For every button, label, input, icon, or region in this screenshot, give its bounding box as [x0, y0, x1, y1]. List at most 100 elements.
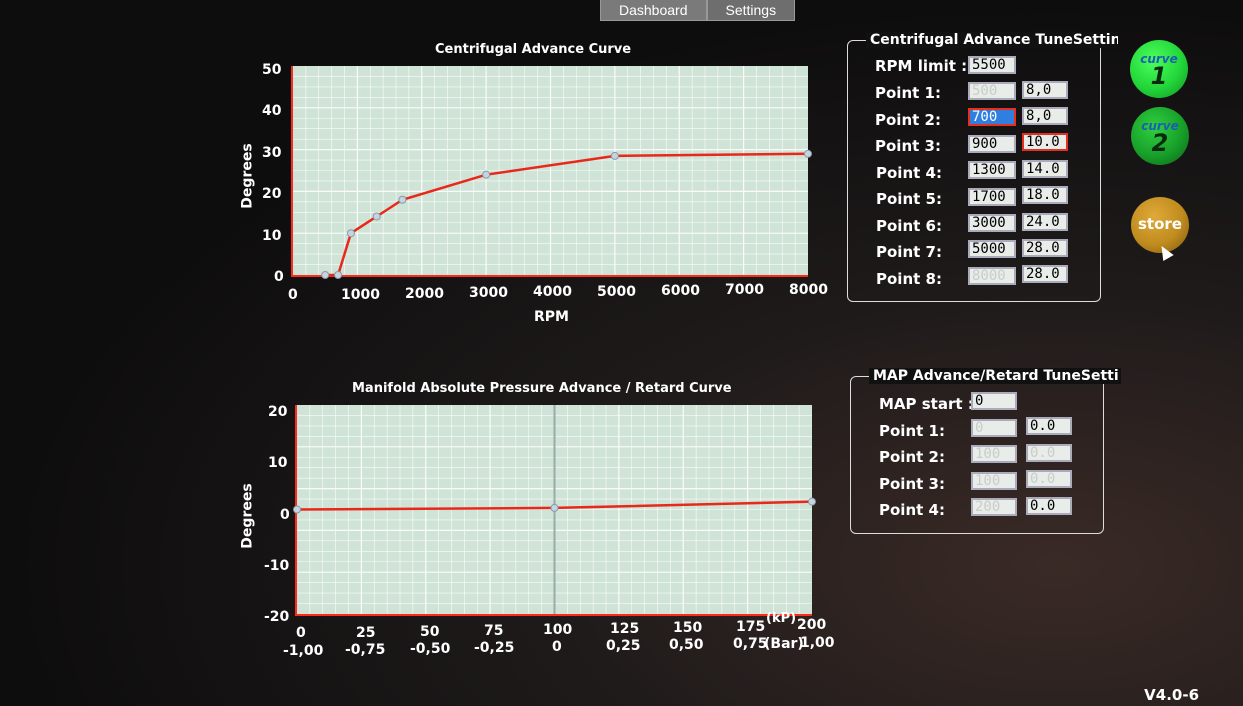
point-deg-field[interactable]: 28.0	[1022, 265, 1068, 283]
map-start-label: MAP start :	[879, 395, 974, 413]
point-rpm-field[interactable]: 8000	[968, 267, 1016, 285]
point-deg-field[interactable]: 0.0	[1026, 417, 1072, 435]
store-button[interactable]: store	[1131, 197, 1189, 253]
y-tick: 20	[262, 186, 282, 202]
x-unit-kp: (kP)	[766, 611, 797, 626]
map-start-field[interactable]: 0	[971, 392, 1017, 410]
x-tick-kp: 25	[356, 625, 376, 641]
x-tick-bar: 0,50	[669, 637, 704, 653]
x-unit-bar: (Bar)	[764, 636, 804, 652]
centrifugal-panel-title: Centrifugal Advance TuneSettin	[866, 32, 1118, 48]
x-tick: 3000	[469, 285, 508, 301]
x-tick: 5000	[597, 284, 636, 300]
y-tick: 30	[262, 145, 282, 161]
y-tick: 0	[274, 269, 284, 285]
point-rpm-field[interactable]: 1700	[968, 188, 1016, 206]
point-deg-field[interactable]: 24.0	[1022, 213, 1068, 231]
x-tick: 2000	[405, 286, 444, 302]
point-rpm-field[interactable]: 900	[968, 135, 1016, 153]
tab-dashboard[interactable]: Dashboard	[600, 0, 707, 21]
point-deg-field[interactable]: 0.0	[1026, 470, 1072, 488]
tab-bar: Dashboard Settings	[600, 0, 796, 21]
point-kp-field[interactable]: 100	[971, 445, 1017, 463]
rpm-limit-label: RPM limit :	[875, 57, 968, 75]
grid	[293, 66, 808, 275]
curve-1-button[interactable]: curve 1	[1130, 40, 1188, 98]
point-kp-field[interactable]: 0	[971, 419, 1017, 437]
map-ylabel: Degrees	[239, 483, 256, 549]
point-rpm-field[interactable]: 5000	[968, 240, 1016, 258]
x-tick-kp: 125	[610, 621, 640, 637]
y-tick: -10	[264, 558, 290, 574]
point-deg-field[interactable]: 14.0	[1022, 160, 1068, 178]
point-label: Point 5:	[876, 190, 942, 208]
curve-2-small-label: curve	[1141, 119, 1179, 133]
map-chart-svg	[293, 405, 816, 614]
data-point	[482, 170, 491, 179]
map-tune-panel: MAP Advance/Retard TuneSetti	[850, 368, 1121, 534]
map-plot-area[interactable]	[293, 405, 816, 616]
x-tick-bar: 0	[552, 639, 562, 655]
y-tick: 40	[262, 103, 282, 119]
x-tick-bar: -1,00	[283, 643, 324, 659]
point-rpm-field[interactable]: 500	[968, 82, 1016, 100]
map-chart-title: Manifold Absolute Pressure Advance / Ret…	[352, 381, 732, 396]
x-tick-bar: 0,75	[733, 636, 768, 652]
x-tick-kp: 75	[484, 623, 504, 639]
centrifugal-chart-svg	[293, 66, 812, 279]
x-tick-kp: 200	[797, 617, 827, 633]
data-point	[321, 271, 330, 279]
point-deg-field[interactable]: 0.0	[1026, 497, 1072, 515]
data-point	[334, 271, 343, 279]
store-label: store	[1138, 215, 1182, 233]
point-label: Point 4:	[876, 164, 942, 182]
point-rpm-field[interactable]: 1300	[968, 161, 1016, 179]
point-rpm-field[interactable]: 3000	[968, 214, 1016, 232]
x-tick: 0	[288, 287, 298, 303]
x-tick: 6000	[661, 283, 700, 299]
centrifugal-plot-area[interactable]	[291, 66, 812, 279]
x-tick-kp: 0	[296, 625, 306, 641]
x-tick-bar: 0,25	[606, 638, 641, 654]
data-point	[804, 149, 812, 158]
point-deg-field[interactable]: 8,0	[1022, 107, 1068, 125]
curve-1-small-label: curve	[1140, 52, 1178, 66]
x-tick: 4000	[533, 284, 572, 300]
x-tick: 7000	[725, 282, 764, 298]
x-tick-bar: -0,50	[410, 641, 451, 657]
centrifugal-xlabel: RPM	[534, 309, 569, 325]
point-deg-field[interactable]: 18.0	[1022, 186, 1068, 204]
tab-settings[interactable]: Settings	[706, 0, 796, 21]
x-tick-bar: -0,75	[345, 642, 386, 658]
series-line	[325, 152, 809, 277]
point-label: Point 2:	[879, 448, 945, 466]
point-label: Point 6:	[876, 217, 942, 235]
point-label: Point 7:	[876, 243, 942, 261]
data-point	[346, 229, 355, 238]
rpm-limit-field[interactable]: 5500	[968, 56, 1016, 74]
x-tick: 8000	[789, 282, 828, 298]
point-label: Point 1:	[879, 422, 945, 440]
point-deg-field[interactable]: 0.0	[1026, 444, 1072, 462]
point-deg-field[interactable]: 10.0	[1022, 133, 1068, 151]
curve-2-number: 2	[1151, 129, 1169, 157]
point-deg-field[interactable]: 8,0	[1022, 81, 1068, 99]
curve-2-button[interactable]: curve 2	[1131, 107, 1189, 165]
centrifugal-tune-panel: Centrifugal Advance TuneSettin	[847, 32, 1118, 302]
x-tick-bar: -0,25	[474, 640, 515, 656]
point-deg-field[interactable]: 28.0	[1022, 239, 1068, 257]
data-point	[610, 151, 619, 160]
point-rpm-field[interactable]: 700	[968, 108, 1016, 126]
y-tick: -20	[264, 609, 290, 625]
x-tick-kp: 175	[736, 619, 766, 635]
x-tick-kp: 100	[543, 622, 573, 638]
point-kp-field[interactable]: 200	[971, 498, 1017, 516]
x-tick-bar: 1,00	[800, 635, 835, 651]
y-tick: 10	[268, 455, 288, 471]
point-kp-field[interactable]: 100	[971, 472, 1017, 490]
y-tick: 50	[262, 62, 282, 78]
point-label: Point 3:	[875, 137, 941, 155]
curve-1-number: 1	[1150, 62, 1168, 90]
centrifugal-chart-title: Centrifugal Advance Curve	[435, 42, 632, 57]
map-panel-title: MAP Advance/Retard TuneSetti	[869, 368, 1121, 384]
